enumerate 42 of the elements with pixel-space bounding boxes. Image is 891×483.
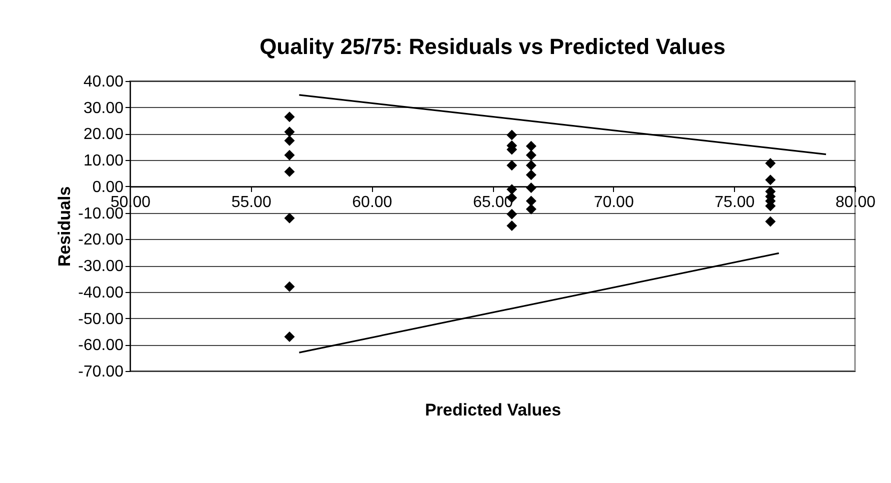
- y-tick-label: 0.00: [92, 178, 124, 196]
- y-tick-label: 20.00: [83, 126, 124, 144]
- x-tick-label: 80.00: [835, 194, 876, 211]
- x-tick-label: 75.00: [714, 194, 755, 211]
- x-tick-label: 55.00: [231, 194, 272, 211]
- x-tick-label: 60.00: [352, 194, 392, 211]
- point: [284, 135, 295, 146]
- y-tick-label: -40.00: [78, 284, 124, 302]
- point: [284, 166, 295, 177]
- point: [284, 112, 295, 122]
- y-tick-label: 10.00: [83, 152, 124, 170]
- point: [765, 174, 776, 186]
- point: [526, 140, 536, 152]
- point: [526, 182, 536, 194]
- point: [284, 212, 295, 224]
- y-tick-label: -50.00: [78, 310, 124, 328]
- point: [506, 208, 518, 220]
- point: [506, 184, 518, 195]
- y-tick-label: -30.00: [78, 258, 124, 276]
- y-axis-title: Residuals: [55, 186, 74, 267]
- point: [526, 150, 536, 160]
- point: [526, 160, 536, 171]
- y-tick-label: -20.00: [78, 232, 124, 249]
- point: [284, 331, 295, 342]
- point: [284, 281, 295, 292]
- point: [526, 170, 536, 180]
- chart-title: Quality 25/75: Residuals vs Predicted Values: [260, 34, 726, 59]
- point: [506, 160, 518, 171]
- x-axis-title: Predicted Values: [424, 400, 562, 420]
- point: [765, 216, 776, 227]
- y-tick-label: 30.00: [83, 100, 124, 117]
- y-tick-label: 40.00: [83, 74, 124, 90]
- y-tick-label: -70.00: [78, 364, 124, 380]
- point: [284, 150, 295, 160]
- point: [506, 130, 518, 140]
- point: [765, 158, 776, 168]
- x-tick-label: 70.00: [594, 194, 634, 211]
- point: [526, 204, 536, 214]
- point: [506, 220, 518, 231]
- y-tick-label: -60.00: [78, 337, 124, 354]
- point: [526, 196, 536, 206]
- point: [284, 126, 295, 138]
